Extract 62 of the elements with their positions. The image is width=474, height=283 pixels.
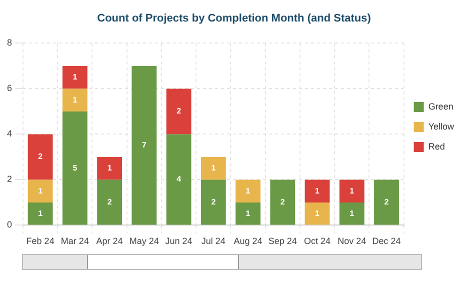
data-label: 1	[38, 186, 44, 196]
x-tick-label: Jun 24	[165, 236, 192, 246]
x-tick-label: May 24	[129, 236, 159, 246]
data-label: 1	[315, 186, 320, 196]
data-label: 1	[211, 164, 216, 173]
data-label: 7	[142, 140, 147, 150]
data-label: 5	[72, 163, 78, 172]
bar	[200, 156, 226, 180]
bar	[304, 202, 330, 225]
bar	[62, 88, 88, 112]
y-tick-label: 6	[6, 83, 12, 94]
bar	[166, 88, 192, 134]
data-label: 1	[38, 208, 44, 218]
bar	[339, 180, 364, 202]
data-label: 1	[350, 186, 355, 196]
x-tick-label: Mar 24	[60, 236, 89, 246]
bar	[62, 66, 88, 89]
bar	[28, 180, 53, 202]
data-label: 1	[315, 208, 320, 218]
x-tick-label: Nov 24	[338, 236, 366, 246]
data-label: 2	[38, 152, 44, 162]
bar	[97, 156, 122, 180]
data-label: 1	[107, 164, 112, 173]
data-label: 1	[246, 208, 251, 218]
bar	[97, 180, 122, 225]
legend-label: Red	[428, 141, 445, 152]
data-label: 2	[384, 197, 390, 206]
legend-label: Green	[428, 101, 454, 112]
y-tick-label: 8	[6, 38, 12, 48]
data-label: 1	[246, 186, 251, 196]
bar	[339, 202, 364, 225]
x-tick-label: Apr 24	[96, 236, 123, 246]
bar	[62, 111, 88, 225]
bar	[270, 180, 296, 225]
data-label: 1	[72, 95, 78, 104]
bar	[236, 202, 260, 225]
data-label: 2	[211, 197, 216, 206]
x-tick-label: Oct 24	[304, 236, 331, 246]
x-tick-label: Jul 24	[201, 236, 226, 246]
bar	[200, 180, 226, 225]
x-tick-label: Feb 24	[26, 236, 54, 246]
bar	[28, 134, 53, 180]
bar	[236, 180, 260, 202]
data-label: 2	[107, 197, 112, 206]
data-label: 2	[176, 106, 182, 116]
bar	[28, 202, 53, 225]
x-tick-label: Sep 24	[268, 236, 297, 246]
bar	[132, 66, 157, 225]
data-label: 2	[280, 197, 286, 206]
legend-label: Yellow	[428, 121, 454, 132]
y-tick-label: 0	[6, 220, 12, 230]
bar	[304, 180, 330, 202]
x-tick-label: Aug 24	[234, 236, 262, 246]
y-tick-label: 4	[6, 128, 12, 139]
data-label: 1	[72, 72, 78, 82]
bar	[374, 180, 399, 225]
x-tick-label: Dec 24	[372, 236, 401, 246]
chart-title: Count of Projects by Completion Month (and Status)	[97, 12, 372, 25]
data-label: 4	[176, 174, 182, 184]
data-label: 1	[350, 208, 355, 218]
y-tick-label: 2	[6, 174, 12, 184]
bar	[166, 134, 192, 225]
